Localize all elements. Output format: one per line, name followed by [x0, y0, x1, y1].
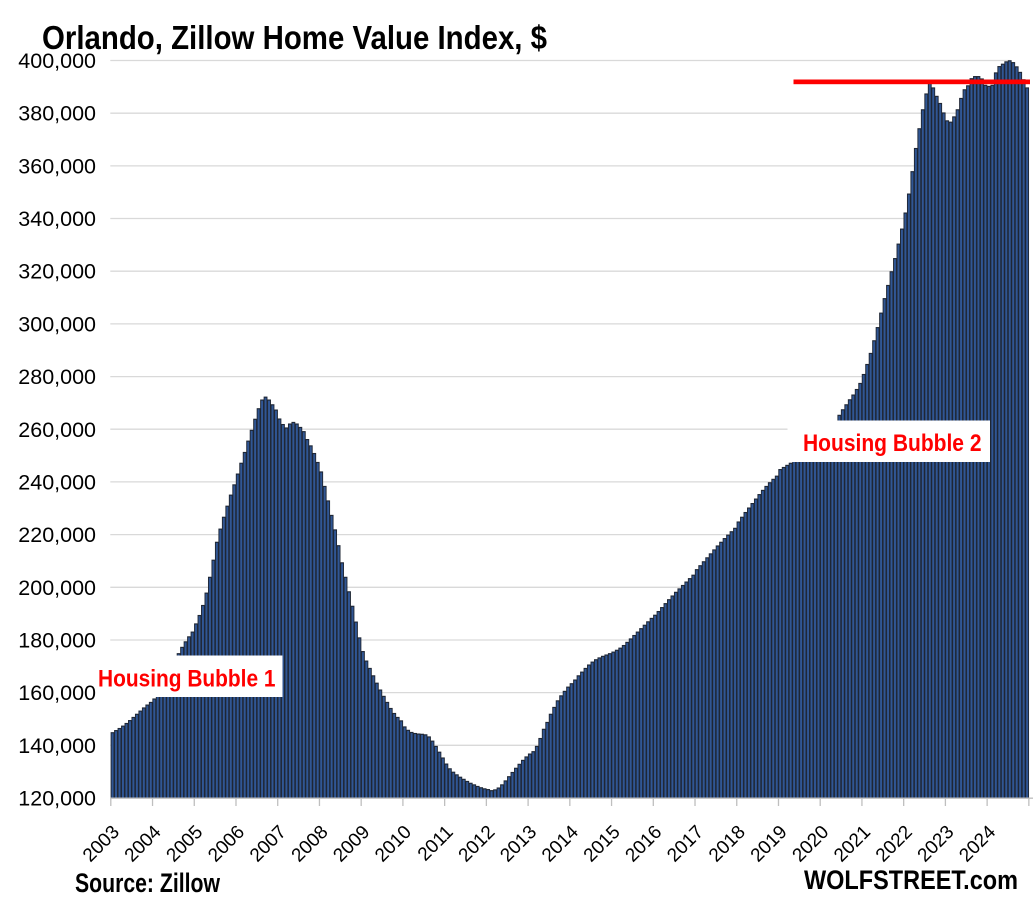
svg-text:260,000: 260,000	[18, 418, 96, 442]
svg-text:WOLFSTREET.com: WOLFSTREET.com	[804, 865, 1018, 895]
svg-text:200,000: 200,000	[18, 576, 96, 600]
svg-text:Housing Bubble 2: Housing Bubble 2	[803, 430, 982, 457]
svg-text:220,000: 220,000	[18, 523, 96, 547]
svg-text:160,000: 160,000	[18, 681, 96, 705]
svg-text:280,000: 280,000	[18, 365, 96, 389]
svg-text:400,000: 400,000	[18, 49, 96, 73]
svg-text:360,000: 360,000	[18, 154, 96, 178]
svg-text:240,000: 240,000	[18, 470, 96, 494]
svg-text:140,000: 140,000	[18, 734, 96, 758]
svg-text:Source: Zillow: Source: Zillow	[75, 868, 221, 898]
svg-text:380,000: 380,000	[18, 102, 96, 126]
svg-text:300,000: 300,000	[18, 312, 96, 336]
svg-text:340,000: 340,000	[18, 207, 96, 231]
svg-text:180,000: 180,000	[18, 629, 96, 653]
svg-text:120,000: 120,000	[18, 787, 96, 811]
svg-text:Housing Bubble 1: Housing Bubble 1	[98, 666, 276, 693]
svg-text:Orlando, Zillow Home Value Ind: Orlando, Zillow Home Value Index, $	[42, 19, 547, 56]
svg-text:320,000: 320,000	[18, 260, 96, 284]
